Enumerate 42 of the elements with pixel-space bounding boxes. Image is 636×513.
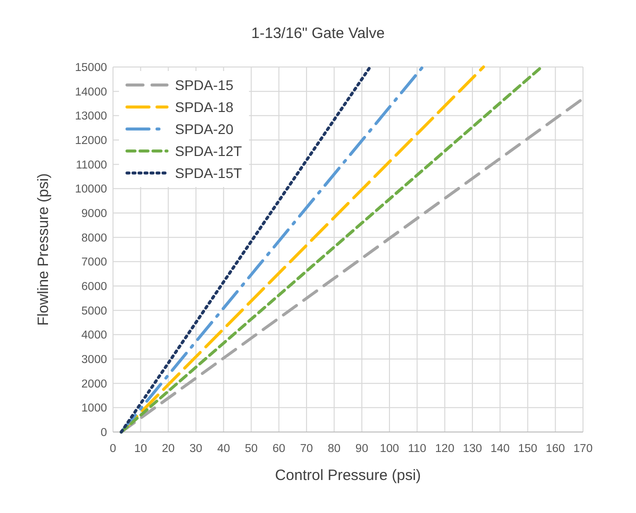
chart-title: 1-13/16" Gate Valve [251,25,385,42]
y-tick-label: 10000 [75,184,107,196]
y-tick-label: 9000 [81,208,107,220]
y-tick-label: 2000 [81,378,107,390]
x-tick-label: 110 [408,443,426,455]
x-tick-label: 160 [546,443,565,455]
y-tick-label: 15000 [75,62,107,74]
x-tick-label: 10 [134,443,148,455]
y-tick-label: 4000 [81,330,107,342]
legend-label: SPDA-12T [175,143,242,159]
y-tick-label: 3000 [81,354,107,366]
y-axis-title: Flowline Pressure (psi) [35,173,52,326]
x-tick-label: 70 [300,443,313,455]
x-axis-title: Control Pressure (psi) [275,467,421,484]
x-tick-label: 140 [490,443,510,455]
x-tick-label: 20 [162,443,175,455]
x-tick-label: 50 [244,443,258,455]
x-tick-label: 30 [190,443,202,455]
x-tick-label: 170 [573,443,593,455]
y-tick-label: 0 [100,427,107,439]
legend-label: SPDA-15 [175,77,234,93]
y-tick-label: 7000 [81,256,107,269]
x-tick-label: 90 [355,443,368,455]
x-tick-label: 40 [217,443,230,455]
y-tick-label: 6000 [81,281,107,293]
x-tick-label: 150 [518,443,538,455]
legend-label: SPDA-20 [175,121,234,137]
x-tick-label: 100 [380,443,400,455]
y-tick-label: 13000 [75,110,107,123]
y-tick-label: 1000 [81,402,107,415]
x-tick-label: 0 [110,443,116,455]
legend-label: SPDA-15T [175,165,242,181]
y-tick-label: 5000 [81,305,107,318]
legend-label: SPDA-18 [175,99,234,115]
y-tick-label: 8000 [81,232,107,244]
y-tick-label: 12000 [75,135,107,147]
x-tick-label: 60 [272,443,286,455]
x-tick-label: 80 [328,443,341,455]
y-tick-label: 11000 [76,159,107,172]
x-tick-label: 120 [435,443,454,455]
y-tick-label: 14000 [75,86,107,98]
x-tick-label: 130 [462,443,482,455]
